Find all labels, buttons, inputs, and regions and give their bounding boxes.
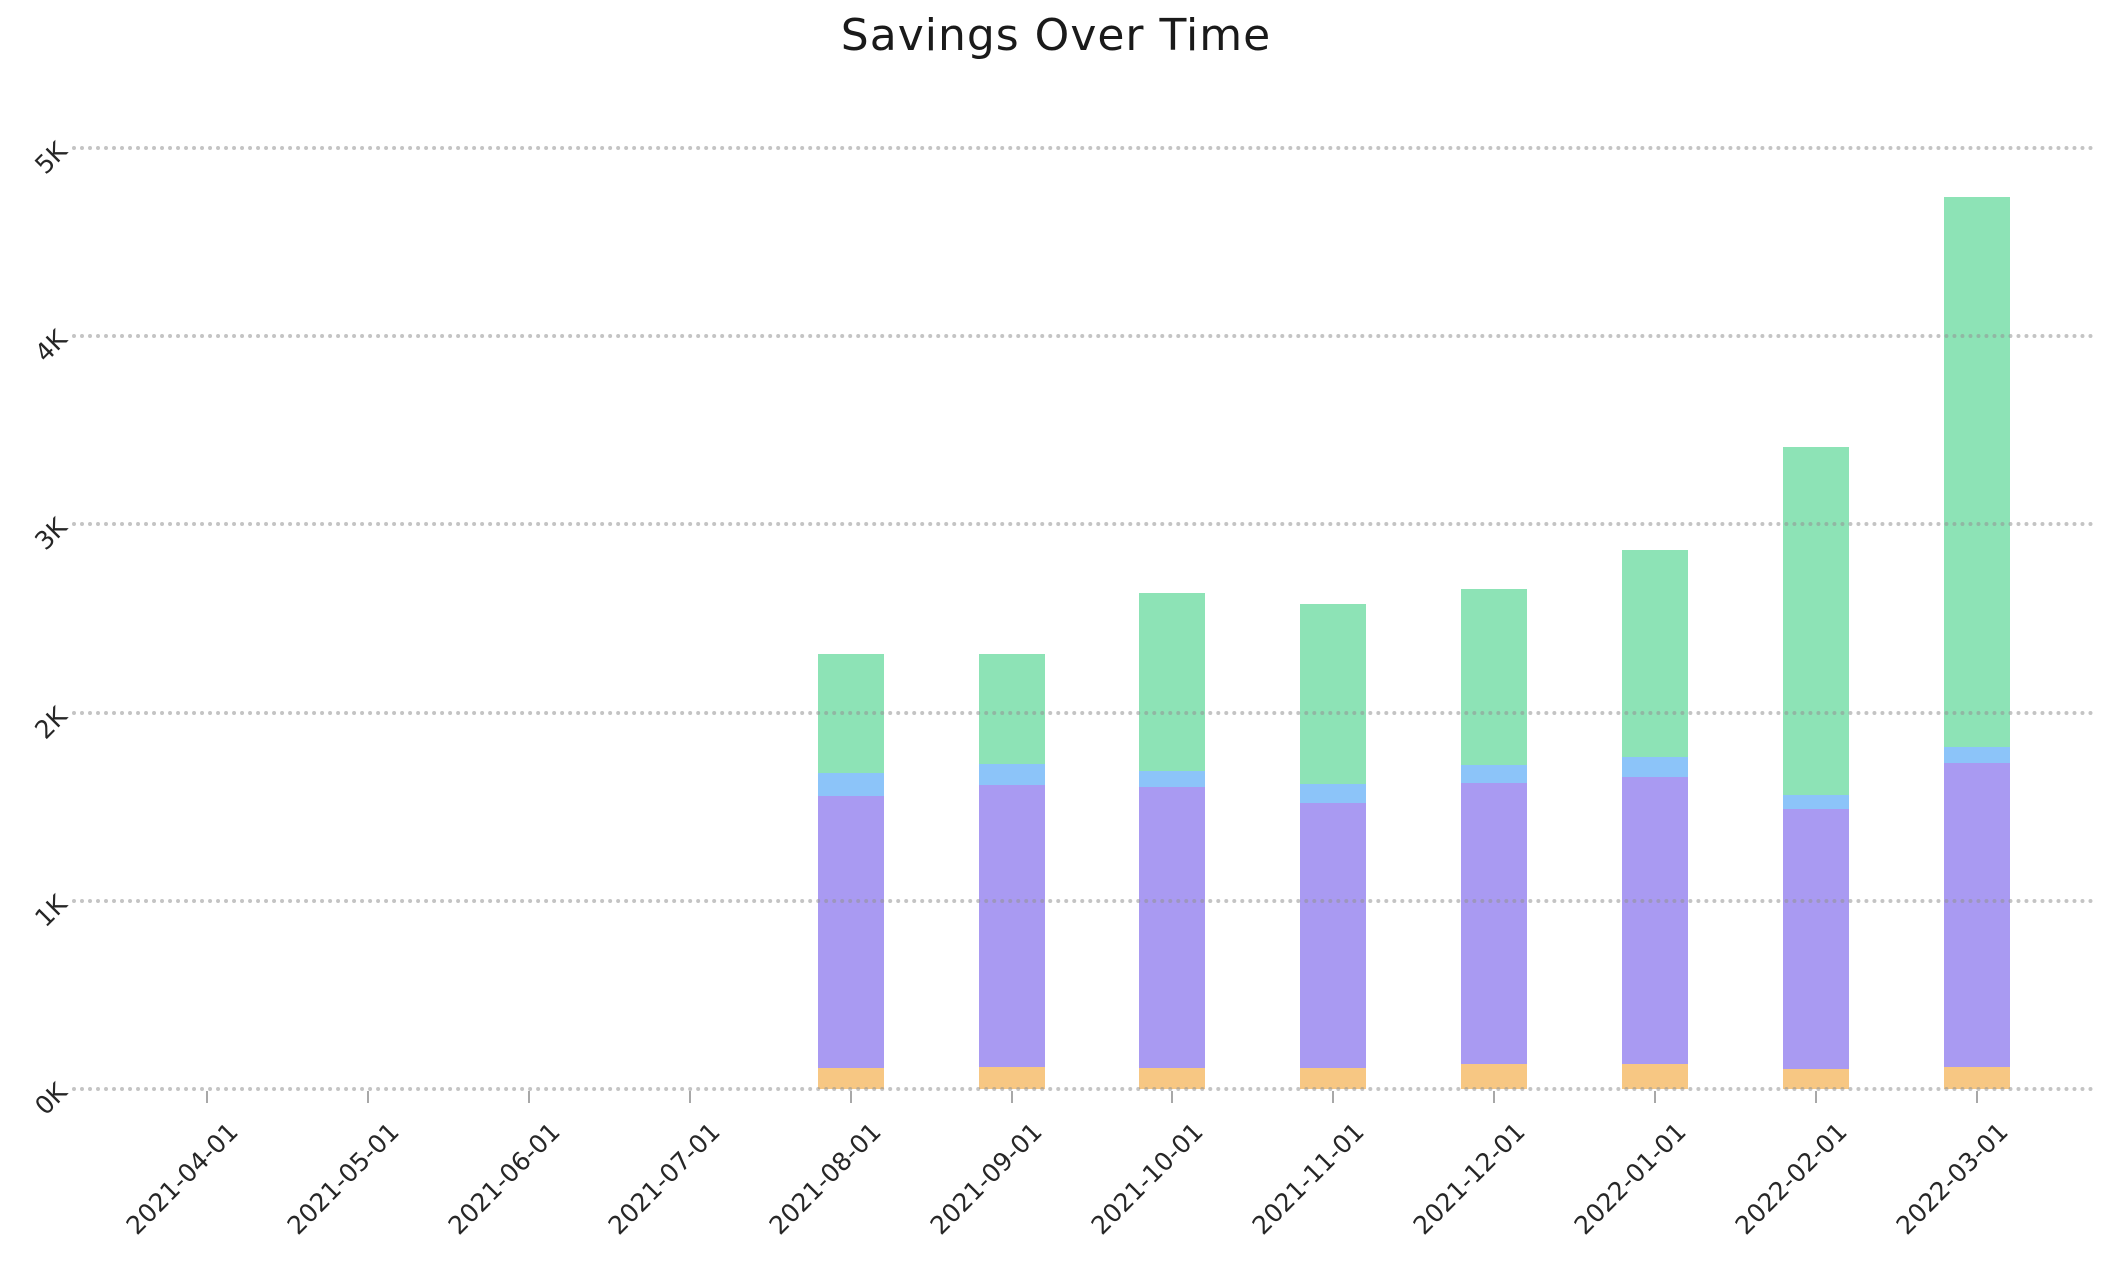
- bar-segment-purple-segment: [1300, 803, 1367, 1068]
- bar-segment-orange-segment: [1139, 1067, 1206, 1089]
- bar-2021-09-01: [978, 0, 1045, 1089]
- x-axis-tick: [1171, 1091, 1174, 1103]
- bar-segment-green-segment: [1461, 589, 1528, 766]
- x-tick-label: 2022-02-01: [1729, 1117, 1853, 1241]
- bar-segment-orange-segment: [1300, 1067, 1367, 1089]
- bar-segment-blue-segment: [1622, 757, 1689, 777]
- x-tick-label: 2021-12-01: [1407, 1117, 1531, 1241]
- y-tick-label: 3K: [28, 512, 73, 557]
- bar-2021-11-01: [1300, 0, 1367, 1089]
- bar-segment-blue-segment: [1461, 765, 1528, 784]
- x-tick-label: 2021-10-01: [1085, 1117, 1209, 1241]
- bar-2022-02-01: [1783, 0, 1849, 1089]
- bar-segment-orange-segment: [817, 1067, 884, 1089]
- bar-segment-purple-segment: [1622, 776, 1689, 1065]
- x-tick-label: 2021-09-01: [924, 1117, 1049, 1241]
- x-tick-label: 2021-07-01: [602, 1117, 727, 1241]
- x-tick-label: 2021-06-01: [442, 1117, 566, 1241]
- bar-2022-03-01: [1943, 0, 2010, 1089]
- x-axis-tick: [688, 1091, 691, 1103]
- x-tick-label: 2022-03-01: [1890, 1117, 2014, 1241]
- bar-2021-10-01: [1139, 0, 1206, 1089]
- bar-2021-12-01: [1461, 0, 1528, 1089]
- y-tick-label: 2K: [28, 700, 73, 745]
- bar-segment-blue-segment: [817, 772, 884, 796]
- bar-segment-purple-segment: [1783, 808, 1849, 1069]
- x-tick-label: 2022-01-01: [1568, 1117, 1692, 1241]
- gridline-5K: [72, 146, 2095, 150]
- x-axis-tick: [1010, 1091, 1013, 1103]
- chart-title: Savings Over Time: [840, 10, 1272, 61]
- gridline-2K: [72, 710, 2095, 715]
- x-tick-label: 2021-05-01: [281, 1117, 405, 1241]
- bar-segment-green-segment: [1783, 446, 1849, 796]
- bar-2021-08-01: [817, 0, 884, 1089]
- bar-segment-purple-segment: [1943, 763, 2010, 1067]
- bar-segment-purple-segment: [1139, 786, 1206, 1068]
- y-tick-label: 0K: [28, 1077, 73, 1121]
- x-axis-tick: [1332, 1091, 1335, 1103]
- bar-segment-blue-segment: [1139, 771, 1206, 787]
- bar-segment-orange-segment: [1783, 1068, 1849, 1089]
- x-axis-tick: [849, 1091, 852, 1103]
- bar-segment-blue-segment: [978, 763, 1045, 786]
- x-axis-tick: [1815, 1091, 1817, 1103]
- y-tick-label: 1K: [28, 889, 73, 933]
- bar-segment-green-segment: [978, 653, 1045, 764]
- bar-segment-green-segment: [1943, 196, 2010, 748]
- bar-segment-orange-segment: [978, 1067, 1045, 1089]
- x-axis-tick: [527, 1091, 530, 1103]
- bar-segment-orange-segment: [1622, 1064, 1689, 1089]
- y-tick-label: 5K: [28, 136, 73, 180]
- bar-segment-blue-segment: [1783, 795, 1849, 809]
- x-axis-tick: [1493, 1091, 1496, 1103]
- bar-segment-purple-segment: [1461, 783, 1528, 1064]
- gridline-1K: [72, 898, 2095, 903]
- bar-2022-01-01: [1622, 0, 1689, 1089]
- gridline-3K: [72, 522, 2095, 527]
- x-tick-label: 2021-11-01: [1246, 1117, 1370, 1241]
- x-axis-tick: [366, 1091, 369, 1103]
- bar-segment-blue-segment: [1300, 783, 1367, 804]
- x-axis-tick: [206, 1091, 208, 1103]
- x-axis-tick: [1975, 1091, 1978, 1103]
- bar-segment-purple-segment: [817, 795, 884, 1068]
- x-tick-label: 2021-08-01: [763, 1117, 888, 1241]
- y-tick-label: 4K: [28, 324, 73, 368]
- gridline-0K: [72, 1087, 2095, 1091]
- bar-segment-green-segment: [1139, 593, 1206, 772]
- x-tick-label: 2021-04-01: [120, 1117, 244, 1241]
- bar-segment-green-segment: [1300, 604, 1367, 784]
- x-axis-tick: [1654, 1091, 1657, 1103]
- bar-segment-orange-segment: [1943, 1066, 2010, 1089]
- bar-segment-purple-segment: [978, 785, 1045, 1068]
- gridline-4K: [72, 334, 2095, 339]
- bar-segment-orange-segment: [1461, 1063, 1528, 1089]
- bar-segment-blue-segment: [1943, 747, 2010, 764]
- bar-segment-green-segment: [1622, 549, 1689, 757]
